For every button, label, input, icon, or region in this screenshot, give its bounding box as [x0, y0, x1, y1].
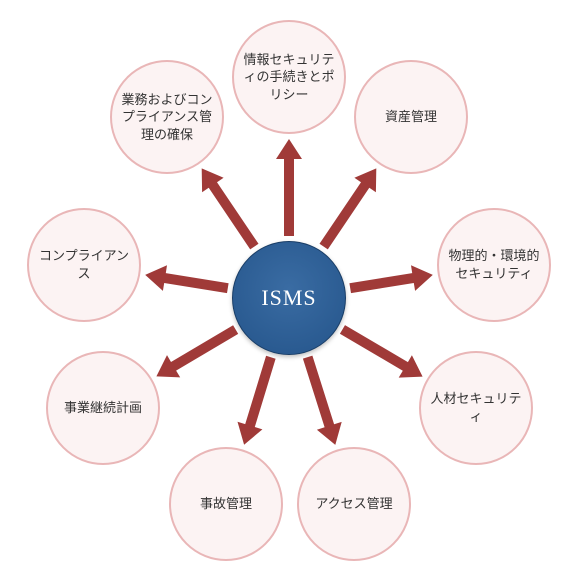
outer-node-physical: 物理的・環境的セキュリティ [437, 208, 551, 322]
outer-node-label: 人材セキュリティ [429, 390, 523, 425]
center-node-isms: ISMS [232, 241, 346, 355]
arrow [145, 265, 228, 293]
outer-node-access: アクセス管理 [297, 447, 411, 561]
arrow [238, 356, 276, 445]
outer-node-label: 資産管理 [385, 108, 437, 126]
outer-node-hr: 人材セキュリティ [419, 351, 533, 465]
outer-node-label: 事故管理 [200, 495, 252, 513]
arrow [156, 325, 238, 377]
outer-node-label: 事業継続計画 [64, 399, 142, 417]
arrow [202, 168, 259, 249]
center-node-label: ISMS [261, 285, 316, 311]
outer-node-policy: 情報セキュリティの手続きとポリシー [232, 20, 346, 134]
arrow [349, 265, 432, 293]
outer-node-asset: 資産管理 [354, 60, 468, 174]
diagram-stage: ISMS 情報セキュリティの手続きとポリシー資産管理物理的・環境的セキュリティ人材… [0, 0, 579, 573]
outer-node-label: コンプライアンス [37, 247, 131, 282]
arrow [340, 325, 423, 378]
outer-node-governance: 業務およびコンプライアンス管理の確保 [110, 60, 224, 174]
outer-node-compliance: コンプライアンス [27, 208, 141, 322]
arrow [320, 168, 377, 249]
arrow [276, 139, 302, 236]
outer-node-bcp: 事業継続計画 [46, 351, 160, 465]
outer-node-label: アクセス管理 [315, 495, 392, 513]
outer-node-label: 業務およびコンプライアンス管理の確保 [120, 91, 214, 144]
outer-node-incident: 事故管理 [169, 447, 283, 561]
outer-node-label: 物理的・環境的セキュリティ [447, 247, 541, 282]
outer-node-label: 情報セキュリティの手続きとポリシー [242, 51, 336, 104]
arrow [303, 356, 342, 445]
